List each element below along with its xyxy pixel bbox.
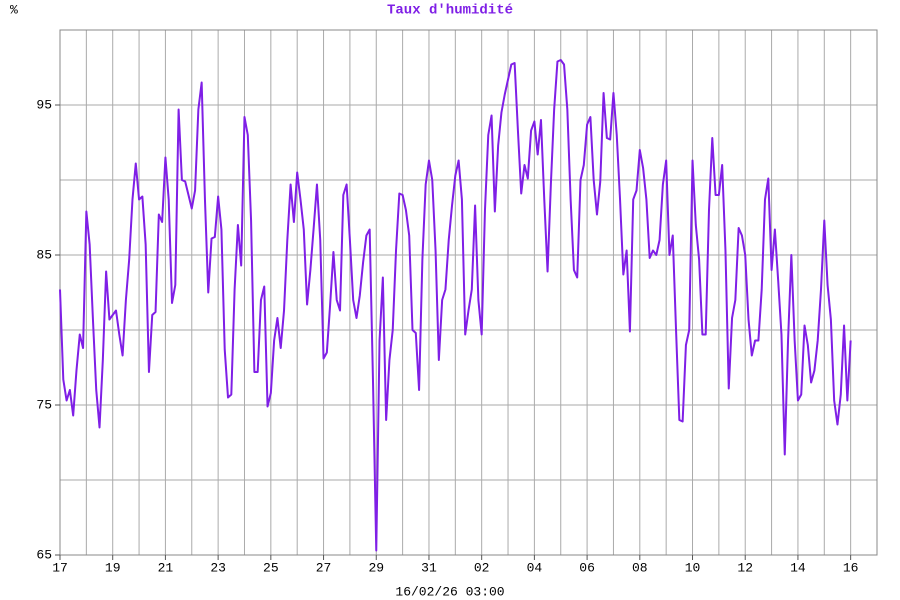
- grid: [59, 29, 878, 556]
- plot-frame: [59, 29, 878, 556]
- humidity-line: [59, 59, 852, 552]
- x-tick-label: 02: [474, 560, 490, 575]
- x-tick-label: 06: [579, 560, 595, 575]
- x-tick-label: 23: [210, 560, 226, 575]
- x-axis-label: 16/02/26 03:00: [395, 584, 504, 599]
- y-tick-label: 65: [36, 547, 52, 562]
- x-tick-label: 31: [421, 560, 437, 575]
- x-tick-label: 12: [737, 560, 753, 575]
- y-unit: %: [10, 2, 18, 17]
- x-tick-label: 17: [52, 560, 68, 575]
- y-tick-label: 75: [36, 397, 52, 412]
- x-tick-label: 29: [368, 560, 384, 575]
- chart-title: Taux d'humidité: [387, 3, 513, 19]
- y-tick-label: 95: [36, 97, 52, 112]
- x-tick-label: 27: [316, 560, 332, 575]
- x-tick-label: 14: [790, 560, 806, 575]
- x-tick-label: 21: [158, 560, 174, 575]
- x-tick-label: 16: [843, 560, 859, 575]
- x-tick-label: 08: [632, 560, 648, 575]
- x-tick-label: 10: [685, 560, 701, 575]
- x-tick-label: 25: [263, 560, 279, 575]
- x-tick-label: 04: [527, 560, 543, 575]
- x-tick-label: 19: [105, 560, 121, 575]
- y-tick-label: 85: [36, 247, 52, 262]
